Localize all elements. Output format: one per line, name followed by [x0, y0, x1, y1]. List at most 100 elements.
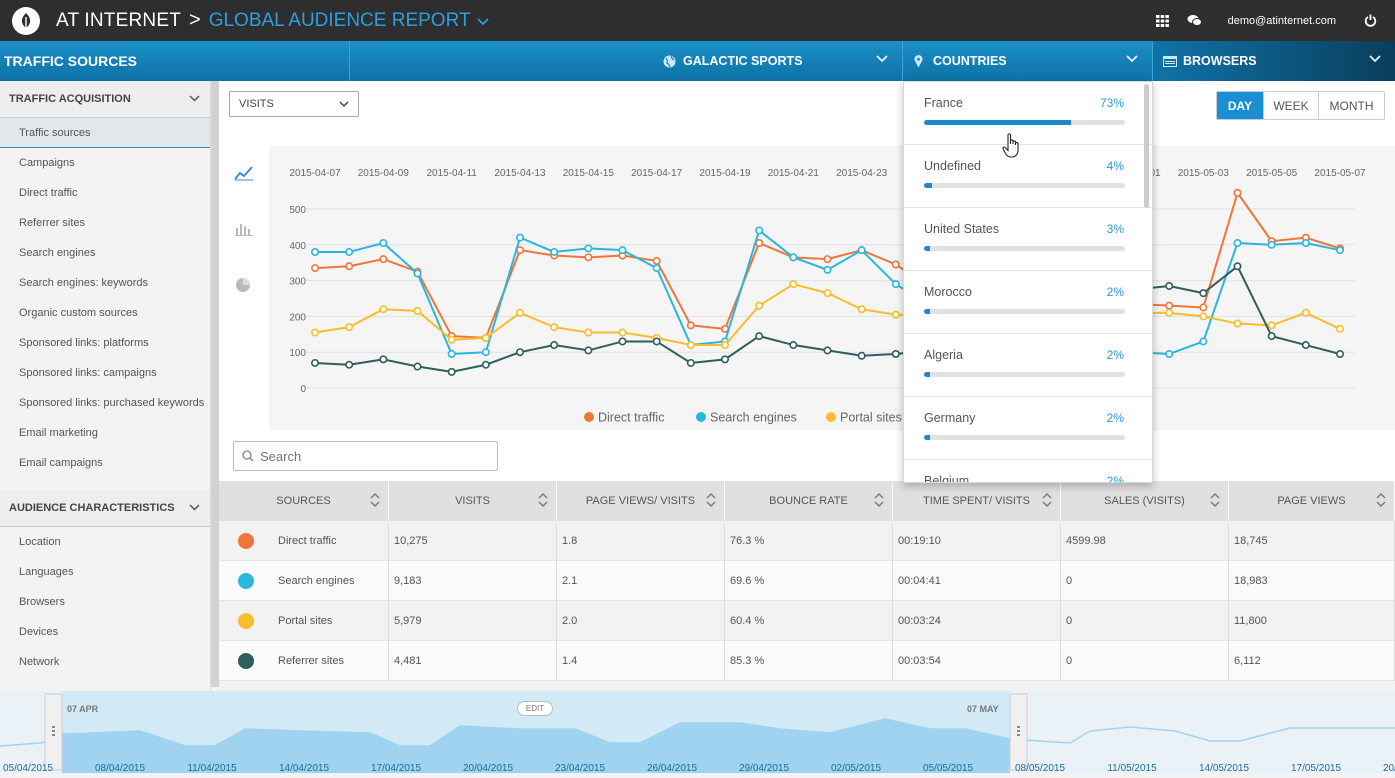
data-point[interactable] — [1199, 337, 1208, 346]
data-point[interactable] — [345, 360, 354, 369]
data-point[interactable] — [1165, 301, 1174, 310]
country-option[interactable]: Morocco 2% — [904, 271, 1152, 334]
country-option[interactable]: United States 3% — [904, 208, 1152, 271]
line-chart-icon[interactable] — [234, 165, 254, 181]
sidebar-item[interactable]: Sponsored links: purchased keywords — [19, 397, 205, 409]
source-name[interactable]: Portal sites — [278, 615, 333, 627]
source-name[interactable]: Search engines — [278, 575, 355, 587]
data-point[interactable] — [1336, 246, 1345, 255]
period-month-button[interactable]: MONTH — [1318, 92, 1384, 119]
data-point[interactable] — [891, 260, 900, 269]
data-point[interactable] — [1165, 281, 1174, 290]
data-point[interactable] — [891, 349, 900, 358]
chevron-down-icon[interactable] — [876, 55, 888, 63]
data-point[interactable] — [345, 323, 354, 332]
data-point[interactable] — [755, 226, 764, 235]
data-point[interactable] — [447, 367, 456, 376]
data-point[interactable] — [755, 301, 764, 310]
data-point[interactable] — [413, 362, 422, 371]
sidebar-item[interactable]: Sponsored links: platforms — [19, 337, 149, 349]
data-point[interactable] — [310, 358, 319, 367]
data-point[interactable] — [823, 289, 832, 298]
sort-icon[interactable] — [1376, 492, 1386, 508]
search-input[interactable] — [260, 448, 480, 464]
chevron-down-icon[interactable] — [1126, 55, 1138, 63]
data-point[interactable] — [584, 346, 593, 355]
data-point[interactable] — [1336, 349, 1345, 358]
legend-label[interactable]: Search engines — [710, 411, 797, 425]
sidebar-item[interactable]: Organic custom sources — [19, 307, 138, 319]
data-point[interactable] — [857, 246, 866, 255]
data-point[interactable] — [481, 360, 490, 369]
legend-label[interactable]: Direct traffic — [598, 411, 664, 425]
source-name[interactable]: Referrer sites — [278, 655, 345, 667]
sort-icon[interactable] — [538, 492, 548, 508]
site-selector[interactable]: GALACTIC SPORTS — [350, 41, 903, 81]
data-point[interactable] — [1301, 341, 1310, 350]
country-option[interactable]: Algeria 2% — [904, 334, 1152, 397]
at-internet-logo-icon[interactable] — [12, 6, 40, 35]
pie-chart-icon[interactable] — [235, 277, 251, 293]
sort-icon[interactable] — [1210, 492, 1220, 508]
chat-bubbles-icon[interactable] — [1187, 14, 1202, 27]
source-name[interactable]: Direct traffic — [278, 535, 337, 547]
timeline-edit-button[interactable]: EDIT — [517, 701, 553, 716]
data-point[interactable] — [1267, 240, 1276, 249]
data-point[interactable] — [686, 321, 695, 330]
data-point[interactable] — [481, 333, 490, 342]
data-point[interactable] — [1336, 324, 1345, 333]
sidebar-item[interactable]: Search engines: keywords — [19, 277, 149, 289]
data-point[interactable] — [857, 351, 866, 360]
data-point[interactable] — [447, 335, 456, 344]
sidebar-item[interactable]: Sponsored links: campaigns — [19, 367, 157, 379]
data-point[interactable] — [584, 253, 593, 262]
sidebar-item[interactable]: Email campaigns — [19, 457, 103, 469]
dropdown-scrollbar[interactable] — [1144, 84, 1149, 208]
table-row[interactable]: Search engines 9,183 2.1 69.6 % 00:04:41 0 18,… — [219, 561, 1395, 601]
sidebar-item[interactable]: Devices — [19, 626, 59, 638]
data-point[interactable] — [379, 239, 388, 248]
data-point[interactable] — [584, 244, 593, 253]
data-point[interactable] — [1233, 262, 1242, 271]
sidebar-scrollbar[interactable] — [211, 81, 219, 687]
data-point[interactable] — [720, 355, 729, 364]
data-point[interactable] — [1199, 289, 1208, 298]
sidebar-item[interactable]: Campaigns — [19, 157, 75, 169]
data-point[interactable] — [755, 332, 764, 341]
country-option[interactable]: Belgium 2% — [904, 460, 1152, 482]
data-point[interactable] — [550, 323, 559, 332]
sidebar-item[interactable]: Location — [19, 536, 61, 548]
sidebar-item[interactable]: Languages — [19, 566, 74, 578]
data-point[interactable] — [1301, 308, 1310, 317]
sidebar-item[interactable]: Network — [19, 656, 60, 668]
metric-select[interactable]: VISITS — [229, 91, 359, 117]
sidebar-item[interactable]: Direct traffic — [19, 187, 78, 199]
data-point[interactable] — [1233, 188, 1242, 197]
data-point[interactable] — [686, 341, 695, 350]
data-point[interactable] — [1233, 319, 1242, 328]
data-point[interactable] — [1267, 332, 1276, 341]
data-point[interactable] — [891, 310, 900, 319]
sort-icon[interactable] — [706, 492, 716, 508]
chevron-down-icon[interactable] — [189, 95, 200, 102]
data-point[interactable] — [550, 247, 559, 256]
search-box[interactable] — [233, 441, 498, 471]
sidebar-item[interactable]: Browsers — [19, 596, 65, 608]
power-icon[interactable] — [1364, 14, 1377, 27]
data-point[interactable] — [891, 280, 900, 289]
data-point[interactable] — [516, 348, 525, 357]
data-point[interactable] — [345, 262, 354, 271]
data-point[interactable] — [652, 337, 661, 346]
data-point[interactable] — [1301, 239, 1310, 248]
user-email[interactable]: demo@atinternet.com — [1227, 14, 1336, 27]
table-row[interactable]: Direct traffic 10,275 1.8 76.3 % 00:19:10 459… — [219, 521, 1395, 561]
data-point[interactable] — [516, 233, 525, 242]
grid-apps-icon[interactable] — [1155, 14, 1169, 27]
data-point[interactable] — [789, 341, 798, 350]
data-point[interactable] — [618, 246, 627, 255]
data-point[interactable] — [413, 269, 422, 278]
timeline-navigator[interactable]: 05/04/2015 08/04/2015 11/04/2015 14/04/2015… — [0, 691, 1395, 774]
column-header[interactable]: PAGE VIEWS/ VISITS — [557, 481, 725, 521]
timeline-handle[interactable] — [1009, 693, 1028, 771]
country-option[interactable]: Germany 2% — [904, 397, 1152, 460]
